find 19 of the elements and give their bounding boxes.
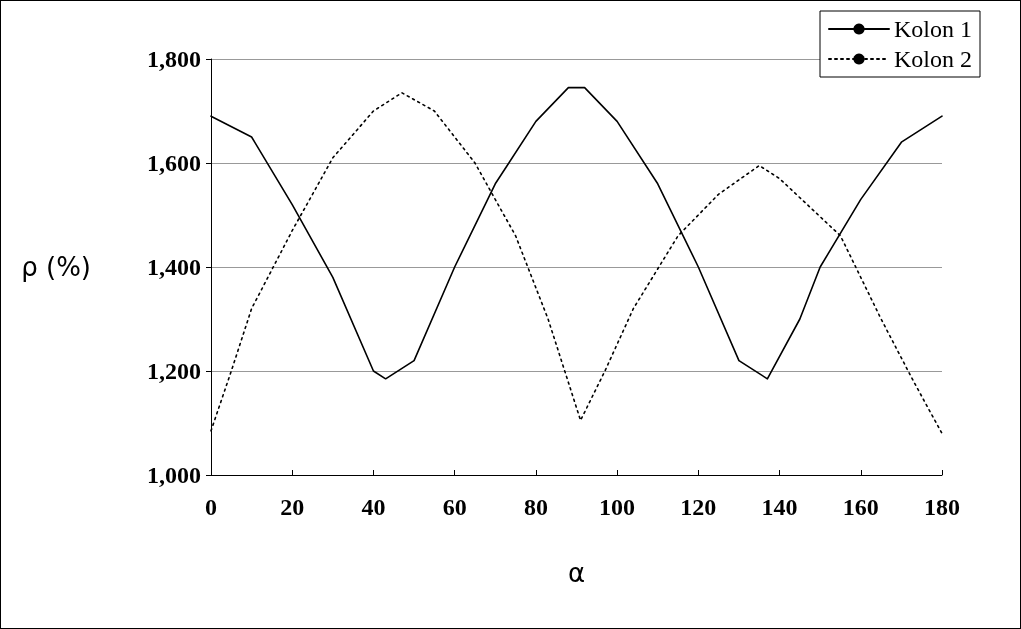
x-tick-label: 160 (842, 494, 879, 520)
y-tick-label: 1,800 (147, 46, 201, 72)
x-tick-label: 20 (280, 494, 305, 520)
y-tick-label: 1,600 (147, 150, 201, 176)
x-tick-label: 140 (761, 494, 798, 520)
x-tick-label: 180 (924, 494, 960, 520)
x-tick-label: 40 (361, 494, 386, 520)
y-tick-label: 1,400 (147, 254, 201, 280)
x-tick-label: 120 (680, 494, 717, 520)
y-tick-label: 1,200 (147, 358, 201, 384)
x-axis-title: α (567, 558, 586, 588)
y-tick-label: 1,000 (147, 462, 201, 488)
x-tick-label: 100 (599, 494, 636, 520)
y-axis-title: ρ (%) (21, 252, 91, 282)
legend-label: Kolon 1 (894, 16, 972, 42)
x-tick-label: 0 (205, 494, 217, 520)
x-tick-label: 80 (523, 494, 548, 520)
legend-label: Kolon 2 (894, 46, 972, 72)
x-tick-label: 60 (442, 494, 467, 520)
